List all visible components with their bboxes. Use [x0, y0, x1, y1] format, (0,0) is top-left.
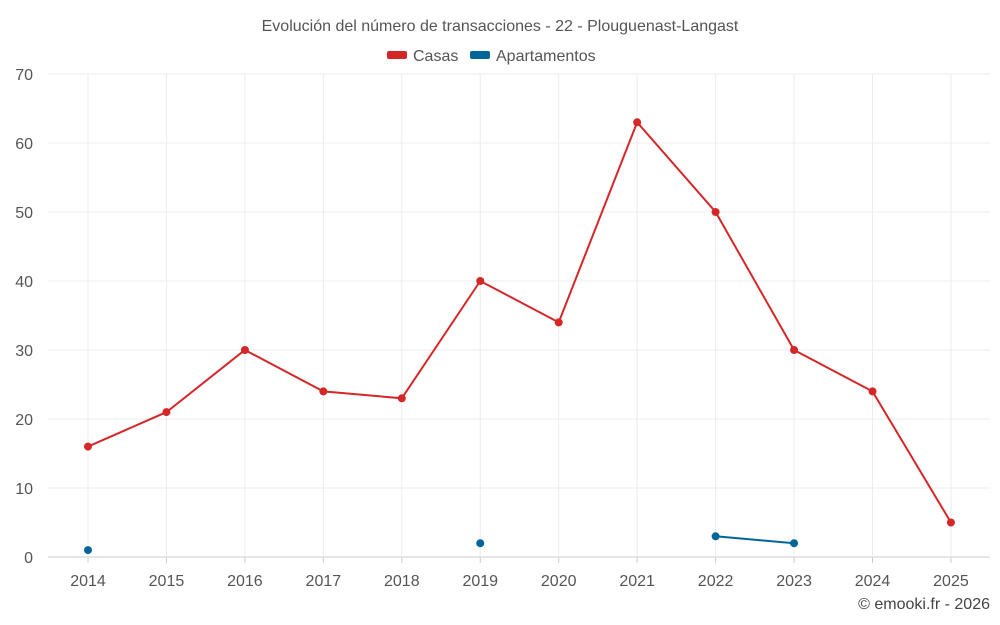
data-point-casas[interactable]	[397, 394, 406, 403]
y-axis: 0 10 20 30 40 50 60 70	[15, 67, 33, 567]
legend-swatch-casas	[387, 51, 407, 59]
data-point-casas[interactable]	[84, 442, 92, 451]
legend-item-casas[interactable]: Casas	[387, 48, 458, 65]
data-point-apartamentos[interactable]	[476, 539, 485, 548]
x-tick-label: 2014	[70, 573, 106, 590]
x-tick-label: 2018	[384, 573, 420, 590]
data-point-apartamentos[interactable]	[711, 532, 720, 541]
y-tick-label: 60	[15, 136, 33, 153]
legend-swatch-apartamentos	[470, 51, 490, 59]
y-tick-label: 10	[15, 481, 33, 498]
y-tick-label: 20	[15, 412, 33, 429]
y-tick-label: 30	[15, 343, 33, 360]
y-tick-label: 50	[15, 205, 33, 222]
x-tick-label: 2023	[776, 573, 812, 590]
data-point-casas[interactable]	[319, 387, 328, 396]
data-point-casas[interactable]	[633, 118, 642, 127]
data-point-casas[interactable]	[476, 277, 485, 285]
series-line-apartamentos	[715, 535, 795, 545]
grid	[48, 73, 990, 558]
data-point-apartamentos[interactable]	[790, 539, 799, 548]
legend-label-apartamentos: Apartamentos	[496, 48, 596, 65]
legend: Casas Apartamentos	[387, 48, 596, 65]
x-tick-label: 2021	[619, 573, 655, 590]
data-point-casas[interactable]	[946, 518, 955, 527]
data-point-apartamentos[interactable]	[84, 546, 92, 555]
data-point-casas[interactable]	[240, 346, 249, 354]
x-tick-label: 2022	[698, 573, 734, 590]
x-tick-label: 2015	[149, 573, 185, 590]
legend-label-casas: Casas	[413, 48, 458, 65]
plot-area	[84, 118, 955, 555]
y-tick-label: 70	[15, 67, 33, 84]
data-point-casas[interactable]	[162, 408, 171, 417]
x-tick-label: 2025	[933, 573, 969, 590]
x-tick-label: 2019	[462, 573, 498, 590]
data-point-casas[interactable]	[790, 346, 799, 354]
x-tick-label: 2024	[855, 573, 891, 590]
chart-title: Evolución del número de transacciones - …	[262, 18, 739, 35]
y-tick-label: 40	[15, 274, 33, 291]
data-point-casas[interactable]	[868, 387, 877, 396]
y-tick-label: 0	[24, 550, 33, 567]
credit-text: © emooki.fr - 2026	[858, 596, 990, 613]
data-point-casas[interactable]	[554, 318, 563, 327]
series-line-casas	[87, 120, 952, 524]
legend-item-apartamentos[interactable]: Apartamentos	[470, 48, 596, 65]
x-axis: 2014 2015 2016 2017 2018 2019 2020 2021 2022 2023…	[70, 557, 969, 590]
x-tick-label: 2017	[306, 573, 342, 590]
data-point-casas[interactable]	[711, 208, 720, 216]
x-tick-label: 2016	[227, 573, 263, 590]
x-tick-label: 2020	[541, 573, 577, 590]
